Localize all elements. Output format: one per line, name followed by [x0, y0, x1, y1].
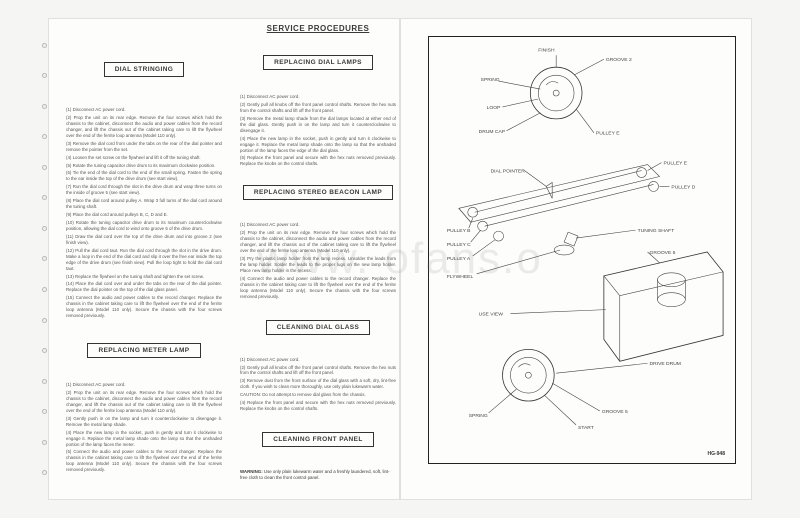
svg-text:PULLEY E: PULLEY E — [596, 131, 620, 137]
column-2: SERVICE PROCEDURES REPLACING DIAL LAMPS … — [240, 24, 396, 481]
svg-text:PULLEY E: PULLEY E — [663, 161, 687, 167]
section-title-dial-glass: CLEANING DIAL GLASS — [266, 320, 371, 335]
svg-text:START: START — [578, 425, 594, 431]
svg-text:GROOVE 5: GROOVE 5 — [602, 409, 628, 415]
section-title-front-panel: CLEANING FRONT PANEL — [262, 432, 374, 447]
diagram-svg: FINISH GROOVE 2 SPRING LOOP DRUM CAP PUL… — [429, 37, 735, 463]
svg-text:DRIVE DRUM: DRIVE DRUM — [650, 361, 681, 367]
warning-text: WARNING: Use only plain lukewarm water a… — [240, 469, 396, 481]
svg-text:DRUM CAP: DRUM CAP — [479, 129, 506, 135]
svg-text:GROOVE 2: GROOVE 2 — [606, 57, 632, 63]
svg-text:PULLEY A: PULLEY A — [447, 256, 471, 262]
section-title-beacon-lamp: REPLACING STEREO BEACON LAMP — [243, 185, 393, 200]
svg-text:PULLEY D: PULLEY D — [671, 184, 695, 190]
text-block: (1) Disconnect AC power cord. (2) Gently… — [240, 94, 396, 167]
svg-text:PULLEY C: PULLEY C — [447, 242, 471, 248]
section-title-dial-lamps: REPLACING DIAL LAMPS — [263, 55, 373, 70]
svg-text:USE VIEW: USE VIEW — [479, 312, 504, 318]
svg-text:PULLEY B: PULLEY B — [447, 228, 471, 234]
text-block: (1) Disconnect AC power cord. (2) Prop t… — [66, 107, 222, 319]
svg-text:FLYWHEEL: FLYWHEEL — [447, 274, 474, 280]
diagram-frame: FINISH GROOVE 2 SPRING LOOP DRUM CAP PUL… — [428, 36, 736, 464]
column-1: DIAL STRINGING (1) Disconnect AC power c… — [66, 24, 222, 481]
section-title-dial-stringing: DIAL STRINGING — [104, 62, 185, 77]
section-title-meter-lamp: REPLACING METER LAMP — [87, 343, 200, 358]
part-number: HG-948 — [707, 451, 725, 457]
svg-text:LOOP: LOOP — [487, 105, 501, 111]
svg-text:SPRING: SPRING — [481, 77, 500, 83]
text-block: (1) Disconnect AC power cord. (2) Prop t… — [66, 382, 222, 473]
svg-text:GROOVE 5: GROOVE 5 — [650, 250, 676, 256]
svg-text:SPRING: SPRING — [469, 413, 488, 419]
svg-text:DIAL POINTER: DIAL POINTER — [491, 169, 526, 175]
svg-text:TUNING SHAFT: TUNING SHAFT — [638, 228, 675, 234]
svg-text:FINISH: FINISH — [538, 47, 555, 53]
text-block: (1) Disconnect AC power cord. (2) Gently… — [240, 357, 396, 413]
text-block: (1) Disconnect AC power cord. (2) Prop t… — [240, 222, 396, 299]
main-heading: SERVICE PROCEDURES — [240, 24, 396, 33]
